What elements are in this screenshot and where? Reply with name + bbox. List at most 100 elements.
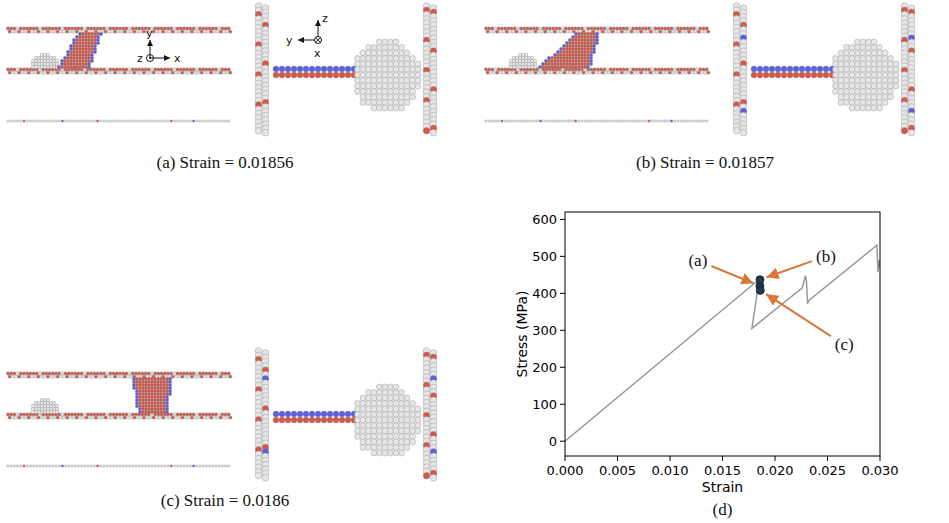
atom <box>7 120 9 122</box>
cluster-atom <box>833 83 839 89</box>
atom <box>518 71 521 74</box>
atom <box>590 68 593 71</box>
atom <box>16 413 19 416</box>
atom <box>13 120 15 122</box>
atom <box>168 30 171 33</box>
bar-atom <box>291 72 297 78</box>
atom <box>53 416 56 419</box>
atom <box>208 27 211 30</box>
atom <box>23 120 25 122</box>
atom <box>606 27 609 30</box>
atom <box>183 465 185 467</box>
atom <box>683 120 685 122</box>
atom <box>699 27 702 30</box>
atom <box>21 416 24 419</box>
atom <box>203 416 206 419</box>
bar-atom <box>817 66 823 72</box>
cluster-atom <box>404 50 410 56</box>
atom <box>706 120 708 122</box>
atom <box>224 68 227 71</box>
atom <box>643 71 646 74</box>
atom <box>604 30 607 33</box>
atom <box>205 413 208 416</box>
cluster-atom <box>360 94 366 100</box>
atom <box>601 71 604 74</box>
cluster-atom <box>855 39 861 45</box>
bar-atom <box>805 66 811 72</box>
cluster-atom <box>877 61 883 67</box>
atom <box>488 27 491 30</box>
atom <box>670 120 672 122</box>
atom <box>68 465 70 467</box>
atom <box>539 120 541 122</box>
cluster-atom <box>860 83 866 89</box>
atom <box>23 465 25 467</box>
bar-atom <box>769 72 775 78</box>
bar-atom <box>291 66 297 72</box>
atom <box>186 413 189 416</box>
atom <box>32 27 35 30</box>
cluster-atom <box>382 100 388 106</box>
cluster-atom <box>866 50 872 56</box>
atom <box>107 416 110 419</box>
atom <box>664 68 667 71</box>
atom <box>152 416 155 419</box>
atom <box>170 465 172 467</box>
atom <box>91 375 94 378</box>
atom <box>547 71 550 74</box>
cluster-atom <box>877 45 883 51</box>
atom <box>197 375 200 378</box>
atom <box>88 416 91 419</box>
atom <box>48 372 51 375</box>
atom <box>94 71 97 74</box>
atom <box>93 465 95 467</box>
atom <box>26 68 29 71</box>
cluster-atom <box>860 94 866 100</box>
atom <box>21 375 24 378</box>
atom <box>30 71 33 74</box>
cluster-atom <box>866 89 872 95</box>
cluster-atom <box>855 100 861 106</box>
atom <box>71 120 73 122</box>
atom <box>507 27 510 30</box>
atom <box>86 372 89 375</box>
atom <box>48 465 50 467</box>
atom <box>221 120 223 122</box>
atom <box>226 416 229 419</box>
atom <box>192 120 194 122</box>
atom <box>101 375 104 378</box>
atom <box>664 120 666 122</box>
atom <box>18 416 21 419</box>
atom <box>170 413 173 416</box>
atom <box>178 30 181 33</box>
atom <box>497 27 500 30</box>
cluster-atom <box>366 83 372 89</box>
atom <box>151 120 153 122</box>
cluster-atom <box>404 94 410 100</box>
cluster-atom <box>855 89 861 95</box>
atom <box>179 68 182 71</box>
cluster-atom <box>882 61 888 67</box>
atom <box>668 71 671 74</box>
bar-atom <box>315 72 321 78</box>
atom <box>133 416 136 419</box>
atom <box>523 27 526 30</box>
atom <box>128 68 131 71</box>
atom <box>226 30 229 33</box>
cluster-atom <box>866 72 872 78</box>
cluster-atom <box>844 78 850 84</box>
atom <box>146 71 149 74</box>
cluster-atom <box>360 72 366 78</box>
atom <box>603 120 605 122</box>
atom <box>42 120 44 122</box>
atom <box>660 68 663 71</box>
cluster-atom <box>388 56 394 62</box>
atom <box>88 71 91 74</box>
atom <box>85 375 88 378</box>
atom <box>64 413 67 416</box>
cluster-atom <box>404 72 410 78</box>
atom <box>624 30 627 33</box>
atom <box>115 68 118 71</box>
bar-atom <box>757 66 763 72</box>
atom <box>109 27 112 30</box>
